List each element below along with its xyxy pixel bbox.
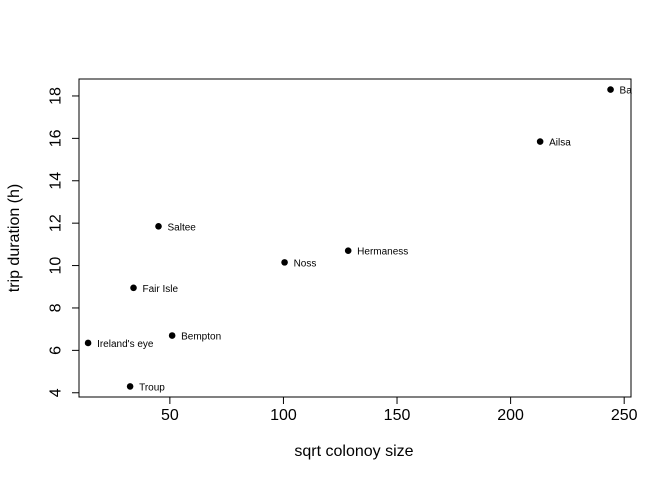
y-tick-label: 8: [48, 303, 65, 312]
data-point: [607, 86, 614, 93]
point-label: Noss: [294, 258, 317, 269]
data-point: [155, 223, 162, 230]
data-point: [130, 284, 137, 292]
x-tick-label: 250: [611, 407, 638, 424]
point-label: Troup: [139, 382, 165, 393]
data-point: [84, 339, 92, 347]
point-label: Ba: [620, 86, 633, 97]
y-axis-title: trip duration (h): [6, 184, 23, 293]
x-tick-label: 100: [270, 407, 297, 424]
point-label: Ailsa: [549, 138, 571, 149]
point-label: Fair Isle: [143, 284, 179, 295]
y-tick-label: 18: [48, 87, 65, 105]
y-tick-label: 16: [48, 129, 65, 147]
y-tick-label: 6: [48, 346, 65, 355]
point-label: Bempton: [181, 332, 221, 343]
data-point: [281, 259, 288, 266]
data-point: [126, 383, 134, 390]
data-point: [168, 332, 176, 339]
y-tick-label: 12: [48, 214, 65, 232]
y-axis: 4 6 8 10 12 14 16 18: [48, 87, 80, 397]
point-label: Saltee: [168, 222, 197, 233]
x-tick-label: 50: [161, 407, 179, 424]
x-axis-title: sqrt colonoy size: [294, 443, 413, 460]
data-point: [344, 247, 352, 255]
plot-area-frame: [78, 78, 632, 398]
data-point: [536, 138, 544, 145]
x-tick-label: 150: [384, 407, 411, 424]
point-label: Ireland's eye: [97, 339, 154, 350]
y-tick-label: 10: [48, 257, 65, 275]
x-tick-label: 200: [497, 407, 524, 424]
y-tick-label: 14: [48, 172, 65, 190]
x-axis: 50 100 150 200 250: [161, 396, 638, 424]
y-tick-label: 4: [48, 388, 65, 397]
point-label: Hermaness: [357, 247, 408, 258]
data-points: Ba Ailsa Saltee Hermaness Noss Fair Isle Bempt…: [84, 86, 633, 393]
